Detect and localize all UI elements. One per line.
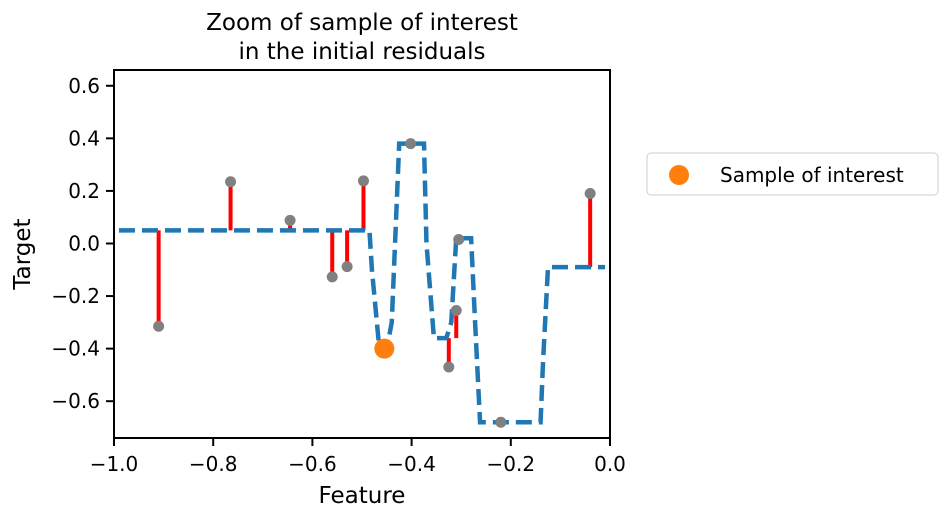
x-tick-label: −0.2 bbox=[487, 452, 536, 476]
data-point bbox=[584, 188, 596, 200]
data-point bbox=[341, 261, 353, 273]
y-axis-label: Target bbox=[10, 218, 36, 290]
x-tick-label: −0.8 bbox=[189, 452, 238, 476]
data-point bbox=[405, 138, 417, 150]
y-tick-label: −0.4 bbox=[51, 337, 100, 361]
x-tick-label: −1.0 bbox=[90, 452, 139, 476]
y-axis-ticks: 0.6 0.4 0.2 0.0 −0.2 −0.4 −0.6 bbox=[51, 74, 114, 413]
chart-title-line-1: Zoom of sample of interest bbox=[206, 10, 518, 36]
y-tick-label: 0.6 bbox=[68, 74, 100, 98]
data-point bbox=[284, 214, 296, 226]
sample-of-interest-point bbox=[374, 338, 395, 359]
data-point bbox=[450, 305, 462, 317]
y-tick-label: −0.2 bbox=[51, 284, 100, 308]
data-point bbox=[225, 176, 237, 188]
data-point bbox=[495, 416, 507, 428]
data-point bbox=[153, 320, 165, 332]
plot-frame bbox=[113, 69, 611, 439]
y-tick-label: 0.4 bbox=[68, 126, 100, 150]
legend-marker bbox=[669, 165, 689, 185]
x-axis-ticks: −1.0 −0.8 −0.6 −0.4 −0.2 0.0 bbox=[90, 438, 626, 476]
x-tick-label: −0.4 bbox=[387, 452, 436, 476]
data-point bbox=[357, 175, 369, 187]
data-point bbox=[453, 234, 465, 246]
data-points bbox=[153, 138, 596, 428]
residual-lines bbox=[156, 180, 593, 368]
legend-box bbox=[646, 152, 939, 196]
x-tick-label: −0.6 bbox=[288, 452, 337, 476]
y-tick-label: 0.0 bbox=[68, 231, 100, 255]
data-point bbox=[443, 361, 455, 373]
y-tick-label: 0.2 bbox=[68, 179, 100, 203]
highlight-group bbox=[374, 338, 395, 359]
data-point bbox=[326, 271, 338, 283]
legend: Sample of interest bbox=[646, 152, 939, 196]
x-axis-label: Feature bbox=[319, 483, 406, 509]
x-tick-label: 0.0 bbox=[594, 452, 626, 476]
legend-label-sample-of-interest: Sample of interest bbox=[720, 163, 904, 187]
chart-title-line-2: in the initial residuals bbox=[238, 39, 485, 65]
y-tick-label: −0.6 bbox=[51, 389, 100, 413]
